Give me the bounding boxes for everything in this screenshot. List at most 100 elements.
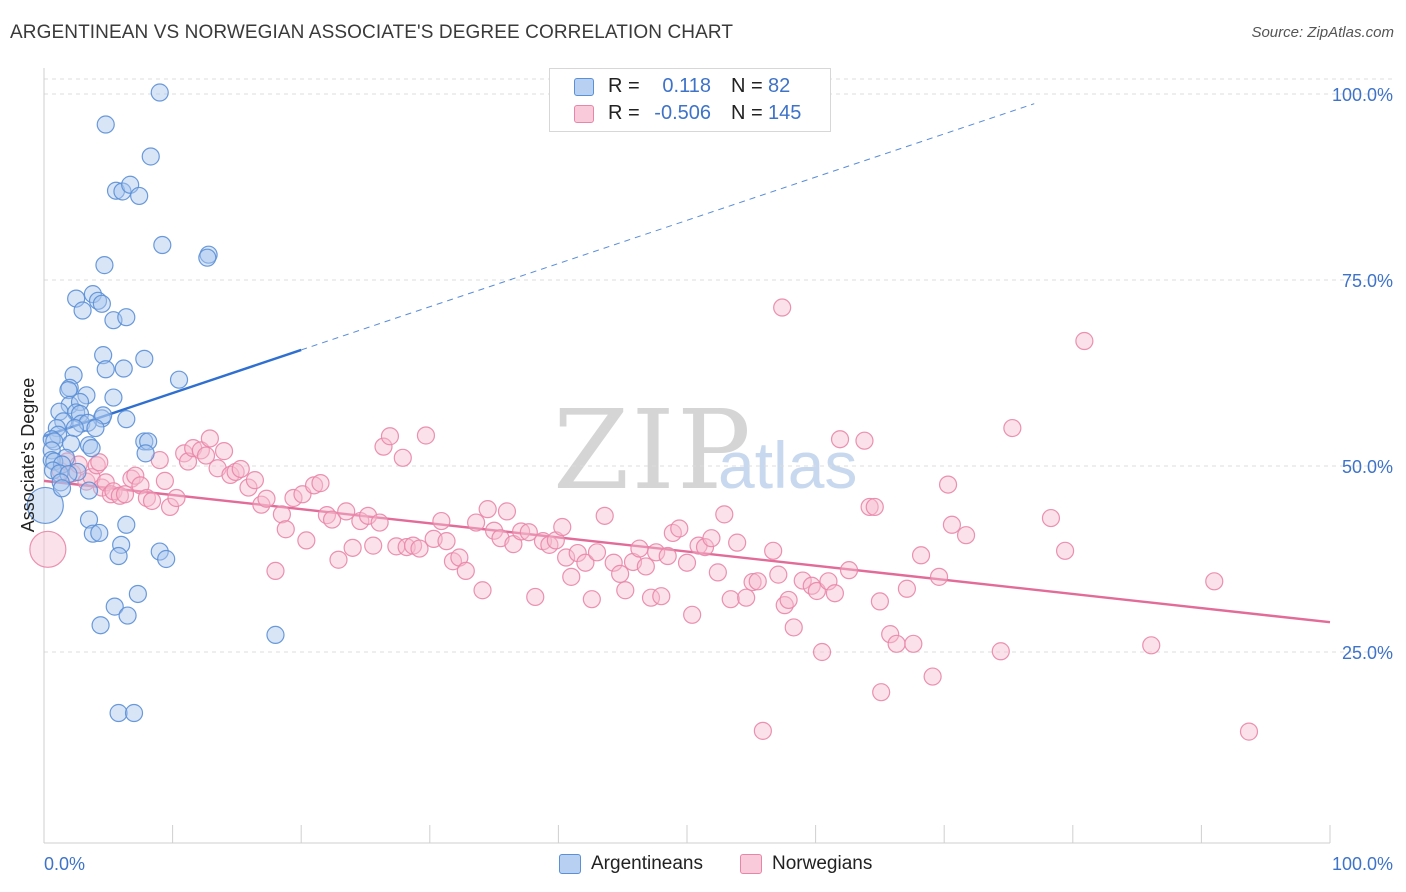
point-argentineans	[199, 245, 218, 264]
point-norwegians	[677, 553, 697, 572]
point-norwegians	[881, 625, 900, 644]
point-norwegians	[226, 462, 245, 482]
point-norwegians	[284, 488, 303, 508]
point-norwegians	[167, 488, 186, 508]
legend-n-value: 82	[768, 75, 791, 97]
point-argentineans	[105, 597, 124, 616]
point-norwegians	[160, 497, 180, 517]
point-norwegians	[478, 500, 497, 519]
point-norwegians	[587, 543, 607, 562]
trend-line-norwegians	[43, 479, 1331, 624]
point-norwegians	[582, 590, 601, 609]
legend-r-label: R =	[608, 75, 640, 97]
watermark-atlas: atlas	[718, 428, 857, 502]
point-norwegians	[329, 550, 348, 569]
point-argentineans	[90, 523, 109, 543]
point-norwegians	[29, 530, 67, 568]
point-norwegians	[245, 471, 265, 490]
point-argentineans	[26, 486, 64, 525]
y-axis-label: Associate's Degree	[18, 378, 38, 533]
trend-line-argentineans-extension	[301, 103, 1035, 351]
point-norwegians	[456, 561, 475, 581]
point-norwegians	[437, 532, 456, 551]
point-norwegians	[942, 515, 962, 534]
legend-swatch-pink	[574, 105, 594, 123]
legend-row-argentineans: R = 0.118 N = 82	[550, 74, 830, 100]
point-argentineans	[117, 308, 136, 327]
point-argentineans	[135, 349, 154, 368]
point-norwegians	[410, 539, 429, 558]
point-norwegians	[595, 506, 614, 525]
point-argentineans	[150, 542, 169, 561]
point-argentineans	[82, 439, 101, 458]
point-norwegians	[416, 426, 436, 445]
point-norwegians	[196, 446, 216, 465]
point-norwegians	[568, 543, 587, 563]
point-norwegians	[1075, 331, 1094, 351]
point-norwegians	[784, 618, 803, 637]
point-norwegians	[576, 553, 595, 572]
point-argentineans	[141, 147, 160, 166]
y-tick-label: 100.0%	[1332, 85, 1393, 105]
point-norwegians	[266, 561, 285, 581]
legend-swatch-pink	[740, 854, 762, 874]
chart-title: ARGENTINEAN VS NORWEGIAN ASSOCIATE'S DEG…	[10, 22, 734, 43]
y-tick-label: 75.0%	[1342, 271, 1393, 291]
point-norwegians	[748, 572, 767, 591]
y-tick-labels: 25.0% 50.0% 75.0% 100.0%	[1332, 85, 1393, 663]
point-norwegians	[497, 502, 517, 521]
chart-source: Source: ZipAtlas.com	[1251, 24, 1394, 41]
point-norwegians	[1205, 572, 1224, 591]
point-norwegians	[178, 452, 198, 471]
point-norwegians	[728, 533, 747, 552]
point-norwegians	[616, 581, 635, 600]
y-tick-label: 25.0%	[1342, 643, 1393, 663]
point-norwegians	[473, 581, 492, 600]
point-norwegians	[860, 497, 879, 517]
point-argentineans	[114, 359, 133, 378]
point-argentineans	[118, 606, 137, 625]
series-label-argentineans: Argentineans	[591, 853, 703, 874]
point-norwegians	[374, 437, 393, 456]
legend-swatch-blue	[559, 854, 581, 874]
point-norwegians	[364, 536, 383, 555]
point-norwegians	[807, 581, 826, 601]
point-norwegians	[485, 521, 504, 540]
point-argentineans	[109, 703, 128, 723]
point-norwegians	[911, 546, 931, 565]
point-norwegians	[753, 721, 772, 740]
point-norwegians	[870, 592, 890, 611]
legend-n-label: N =	[731, 102, 763, 124]
point-norwegians	[779, 590, 798, 610]
point-norwegians	[743, 572, 762, 592]
point-argentineans	[91, 616, 110, 635]
point-norwegians	[715, 505, 734, 524]
point-norwegians	[702, 529, 721, 548]
point-argentineans	[96, 360, 115, 379]
correlation-legend: R = 0.118 N = 82 R = -0.506 N = 145	[549, 68, 831, 132]
point-argentineans	[96, 115, 115, 134]
watermark-zip: ZIP	[553, 386, 753, 514]
point-argentineans	[59, 381, 78, 400]
point-norwegians	[252, 495, 271, 514]
point-norwegians	[90, 453, 109, 472]
x-tick-label: 100.0%	[1332, 854, 1393, 874]
x-tick-labels: 0.0% 100.0%	[44, 854, 1393, 874]
point-norwegians	[769, 565, 788, 584]
point-argentineans	[112, 535, 131, 554]
point-norwegians	[812, 642, 832, 662]
point-norwegians	[1055, 541, 1075, 560]
point-argentineans	[60, 395, 79, 415]
point-norwegians	[647, 543, 666, 562]
point-norwegians	[802, 576, 821, 595]
point-argentineans	[124, 703, 144, 723]
point-norwegians	[991, 642, 1010, 661]
point-argentineans	[104, 388, 123, 407]
point-norwegians	[231, 459, 250, 479]
point-norwegians	[257, 489, 276, 508]
x-tick-label: 0.0%	[44, 854, 85, 874]
point-argentineans	[117, 515, 136, 534]
point-norwegians	[526, 587, 545, 607]
point-norwegians	[115, 485, 135, 504]
point-norwegians	[865, 497, 884, 517]
